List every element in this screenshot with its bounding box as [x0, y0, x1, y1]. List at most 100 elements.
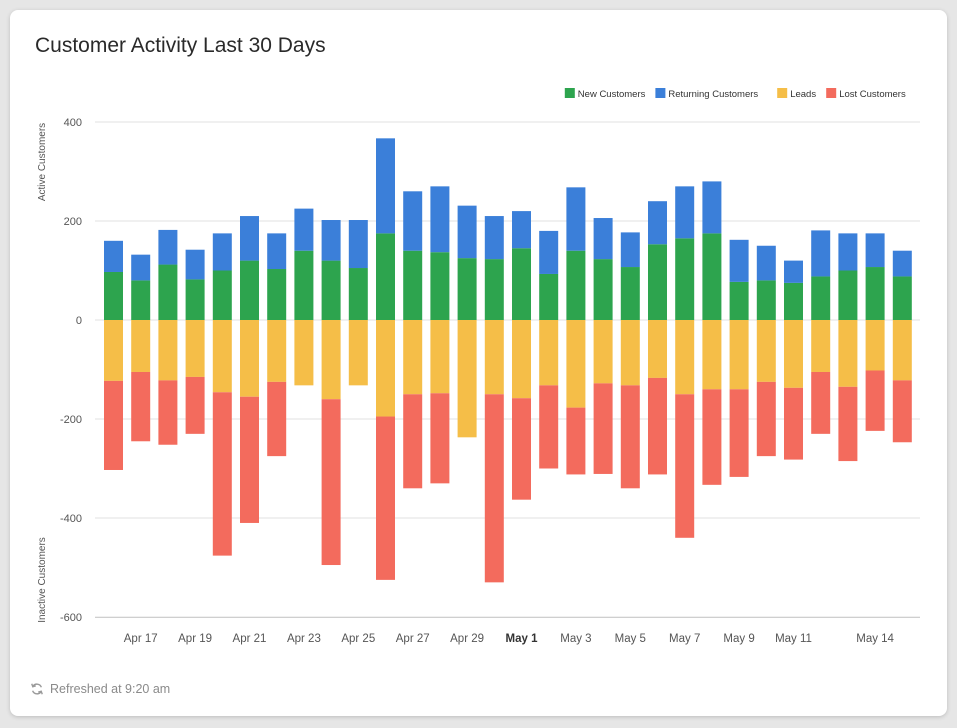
bar-lost-customers[interactable] — [212, 392, 232, 556]
bar-returning-customers[interactable] — [104, 240, 123, 272]
bar-new-customers[interactable] — [430, 252, 450, 320]
bar-leads[interactable] — [484, 320, 504, 395]
bar-leads[interactable] — [294, 320, 314, 386]
bar-new-customers[interactable] — [457, 258, 477, 320]
bar-leads[interactable] — [348, 320, 368, 386]
bar-new-customers[interactable] — [158, 264, 178, 320]
bar-returning-customers[interactable] — [267, 233, 287, 270]
bar-new-customers[interactable] — [240, 260, 259, 320]
bar-returning-customers[interactable] — [593, 218, 613, 260]
bar-new-customers[interactable] — [484, 259, 504, 320]
bar-new-customers[interactable] — [104, 271, 123, 320]
bar-returning-customers[interactable] — [457, 205, 477, 259]
bar-returning-customers[interactable] — [675, 186, 695, 239]
bar-returning-customers[interactable] — [185, 249, 205, 280]
bar-returning-customers[interactable] — [566, 187, 586, 251]
bar-returning-customers[interactable] — [729, 239, 749, 282]
bar-returning-customers[interactable] — [784, 260, 803, 283]
bar-leads[interactable] — [648, 320, 667, 378]
bar-new-customers[interactable] — [593, 259, 613, 320]
bar-leads[interactable] — [321, 320, 341, 400]
bar-new-customers[interactable] — [838, 270, 858, 321]
bar-lost-customers[interactable] — [865, 370, 885, 431]
bar-leads[interactable] — [185, 320, 205, 377]
bar-leads[interactable] — [675, 320, 695, 395]
bar-leads[interactable] — [811, 320, 831, 372]
bar-lost-customers[interactable] — [185, 376, 205, 434]
bar-returning-customers[interactable] — [321, 220, 341, 261]
bar-new-customers[interactable] — [212, 270, 232, 321]
bar-lost-customers[interactable] — [620, 385, 640, 489]
bar-lost-customers[interactable] — [729, 389, 749, 477]
bar-leads[interactable] — [131, 320, 151, 372]
bar-returning-customers[interactable] — [212, 233, 232, 271]
bar-new-customers[interactable] — [675, 238, 695, 320]
bar-leads[interactable] — [240, 320, 259, 397]
bar-lost-customers[interactable] — [566, 407, 586, 475]
bar-leads[interactable] — [104, 320, 123, 381]
bar-new-customers[interactable] — [784, 282, 803, 320]
bar-lost-customers[interactable] — [267, 381, 287, 457]
bar-new-customers[interactable] — [403, 250, 423, 320]
bar-returning-customers[interactable] — [892, 250, 912, 277]
bar-lost-customers[interactable] — [131, 371, 151, 442]
bar-leads[interactable] — [566, 320, 586, 408]
bar-new-customers[interactable] — [702, 233, 722, 320]
bar-returning-customers[interactable] — [484, 216, 504, 260]
bar-returning-customers[interactable] — [294, 208, 314, 251]
bar-leads[interactable] — [865, 320, 885, 371]
legend-label[interactable]: New Customers — [578, 89, 646, 100]
bar-leads[interactable] — [620, 320, 640, 386]
bar-lost-customers[interactable] — [756, 381, 776, 457]
bar-lost-customers[interactable] — [838, 386, 858, 462]
legend-label[interactable]: Returning Customers — [668, 89, 758, 100]
bar-leads[interactable] — [838, 320, 858, 387]
bar-leads[interactable] — [512, 320, 531, 399]
bar-new-customers[interactable] — [294, 250, 314, 320]
bar-new-customers[interactable] — [321, 260, 341, 320]
bar-new-customers[interactable] — [865, 267, 885, 320]
bar-returning-customers[interactable] — [865, 233, 885, 268]
bar-leads[interactable] — [267, 320, 287, 382]
bar-leads[interactable] — [784, 320, 803, 388]
bar-returning-customers[interactable] — [702, 181, 722, 234]
bar-lost-customers[interactable] — [376, 416, 395, 580]
bar-lost-customers[interactable] — [675, 394, 695, 538]
bar-new-customers[interactable] — [539, 273, 559, 320]
bar-new-customers[interactable] — [620, 267, 640, 320]
bar-new-customers[interactable] — [131, 280, 151, 320]
bar-leads[interactable] — [593, 320, 613, 384]
bar-leads[interactable] — [376, 320, 395, 417]
bar-leads[interactable] — [457, 320, 477, 438]
bar-lost-customers[interactable] — [430, 393, 450, 484]
bar-leads[interactable] — [430, 320, 450, 394]
bar-new-customers[interactable] — [566, 250, 586, 320]
bar-returning-customers[interactable] — [838, 233, 858, 271]
bar-new-customers[interactable] — [376, 233, 395, 320]
bar-returning-customers[interactable] — [539, 230, 559, 274]
bar-leads[interactable] — [702, 320, 722, 390]
bar-lost-customers[interactable] — [702, 389, 722, 485]
bar-leads[interactable] — [892, 320, 912, 381]
bar-new-customers[interactable] — [348, 268, 368, 320]
bar-lost-customers[interactable] — [648, 377, 667, 475]
bar-returning-customers[interactable] — [158, 229, 178, 265]
bar-new-customers[interactable] — [185, 279, 205, 320]
bar-new-customers[interactable] — [756, 280, 776, 320]
bar-lost-customers[interactable] — [512, 398, 531, 500]
bar-returning-customers[interactable] — [811, 230, 831, 277]
bar-leads[interactable] — [158, 320, 178, 381]
bar-lost-customers[interactable] — [158, 380, 178, 445]
bar-lost-customers[interactable] — [403, 394, 423, 489]
bar-lost-customers[interactable] — [593, 383, 613, 474]
bar-new-customers[interactable] — [267, 269, 287, 320]
bar-returning-customers[interactable] — [240, 216, 259, 261]
bar-returning-customers[interactable] — [512, 211, 531, 249]
bar-returning-customers[interactable] — [348, 220, 368, 269]
bar-new-customers[interactable] — [729, 281, 749, 320]
bar-new-customers[interactable] — [648, 244, 667, 320]
bar-leads[interactable] — [212, 320, 232, 393]
bar-returning-customers[interactable] — [756, 245, 776, 281]
bar-lost-customers[interactable] — [539, 385, 559, 469]
bar-returning-customers[interactable] — [131, 254, 151, 281]
